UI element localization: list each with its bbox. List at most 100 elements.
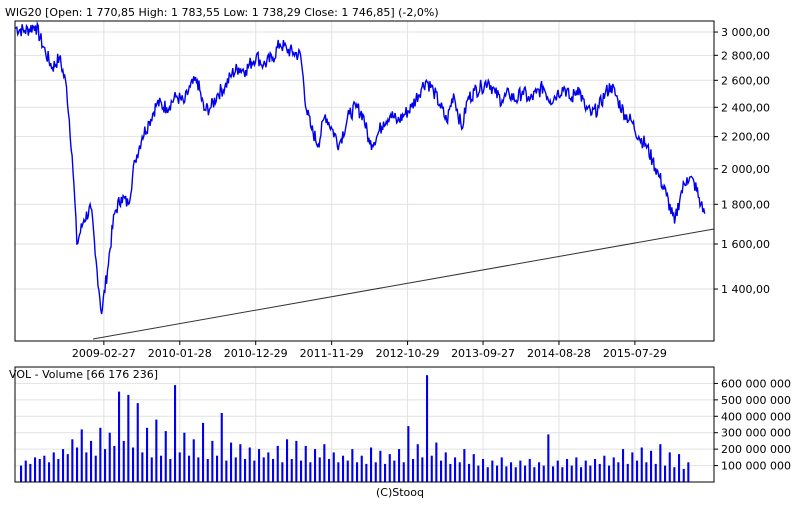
volume-bar (290, 459, 293, 482)
price-frame (14, 20, 715, 342)
price-x-tick-label: 2010-12-29 (224, 347, 288, 360)
price-y-tick-label: 3 000,00 (721, 26, 770, 39)
volume-bar (626, 463, 629, 482)
volume-bar (654, 463, 657, 482)
price-y-tick-label: 1 800,00 (721, 198, 770, 211)
volume-bar (463, 449, 466, 482)
volume-bar (398, 449, 401, 482)
price-y-axis: 3 000,00 2 800,00 2 600,00 2 400,00 2 200,00… (714, 26, 770, 296)
volume-bar (132, 447, 135, 482)
volume-frame (14, 366, 715, 483)
volume-bar (496, 465, 499, 482)
volume-bar (234, 457, 237, 482)
volume-bar (370, 447, 373, 482)
volume-bar (141, 452, 144, 482)
volume-y-axis: 600 000 000 500 000 000 400 000 000 300 000… (714, 377, 791, 473)
volume-bar (220, 413, 223, 482)
volume-bar (43, 455, 46, 482)
volume-title: VOL - Volume [66 176 236] (9, 368, 158, 381)
volume-bar (244, 459, 247, 482)
volume-bar (444, 452, 447, 482)
volume-plot-area (15, 367, 714, 482)
volume-bar (556, 460, 559, 482)
price-y-tick-label: 1 400,00 (721, 283, 770, 296)
volume-bar (332, 452, 335, 482)
volume-bar (570, 465, 573, 482)
volume-bar (472, 454, 475, 482)
price-y-tick-label: 2 600,00 (721, 74, 770, 87)
volume-bar (346, 460, 349, 482)
volume-bar (300, 460, 303, 482)
volume-bar (52, 452, 55, 482)
price-y-tick-label: 1 600,00 (721, 238, 770, 251)
volume-bar (379, 450, 382, 482)
volume-bar (659, 444, 662, 482)
volume-bar (318, 457, 321, 482)
volume-panel: 600 000 000 500 000 000 400 000 000 300 000… (9, 366, 791, 483)
volume-bar (160, 455, 163, 482)
volume-bar (155, 419, 158, 482)
volume-bar (687, 462, 690, 482)
volume-bar (267, 452, 270, 482)
volume-bar (76, 447, 79, 482)
volume-y-tick-label: 300 000 000 (721, 427, 791, 440)
volume-bar (24, 460, 27, 482)
price-x-tick-label: 2011-11-29 (300, 347, 364, 360)
price-x-axis: 2009-02-27 2010-01-28 2010-12-29 2011-11-29… (72, 341, 667, 360)
volume-bar (62, 449, 65, 482)
volume-y-tick-label: 600 000 000 (721, 377, 791, 390)
volume-bar (94, 455, 97, 482)
volume-bar (118, 391, 121, 482)
volume-bar (216, 455, 219, 482)
volume-bar (71, 439, 74, 482)
price-y-tick-label: 2 400,00 (721, 101, 770, 114)
volume-bar (645, 462, 648, 482)
volume-bar (113, 445, 116, 482)
price-x-tick-label: 2013-09-27 (451, 347, 515, 360)
volume-bar (561, 467, 564, 482)
volume-grid (15, 367, 714, 482)
volume-bar (650, 450, 653, 482)
volume-bar (519, 460, 522, 482)
volume-bar (146, 427, 149, 482)
volume-bar (360, 455, 363, 482)
volume-bar (416, 444, 419, 482)
volume-bar (486, 467, 489, 482)
volume-bar (323, 444, 326, 482)
volume-bar (183, 432, 186, 482)
volume-bar (169, 459, 172, 482)
volume-bar (239, 444, 242, 482)
volume-y-tick-label: 100 000 000 (721, 460, 791, 473)
volume-bar (514, 467, 517, 482)
volume-bar (589, 465, 592, 482)
volume-bar (678, 454, 681, 482)
volume-bar (500, 457, 503, 482)
price-x-tick-label: 2012-10-29 (376, 347, 440, 360)
volume-bar (57, 459, 60, 482)
volume-bar (594, 459, 597, 482)
volume-bar (230, 442, 233, 482)
volume-bar (80, 429, 83, 482)
price-y-tick-label: 2 200,00 (721, 131, 770, 144)
volume-bar (258, 449, 261, 482)
volume-bar (524, 465, 527, 482)
volume-bar (356, 462, 359, 482)
price-y-tick-label: 2 000,00 (721, 163, 770, 176)
volume-bar (435, 442, 438, 482)
volume-bar (314, 449, 317, 482)
price-panel: 3 000,00 2 800,00 2 600,00 2 400,00 2 200,00… (5, 6, 770, 360)
volume-bar (150, 457, 153, 482)
volume-bar (552, 466, 555, 482)
price-x-tick-label: 2010-01-28 (148, 347, 212, 360)
volume-bar (412, 459, 415, 482)
volume-bars (20, 375, 690, 482)
volume-bar (328, 459, 331, 482)
volume-bar (337, 462, 340, 482)
volume-bar (272, 459, 275, 482)
volume-bar (612, 457, 615, 482)
volume-bar (640, 447, 643, 482)
volume-bar (598, 463, 601, 482)
volume-bar (580, 467, 583, 482)
